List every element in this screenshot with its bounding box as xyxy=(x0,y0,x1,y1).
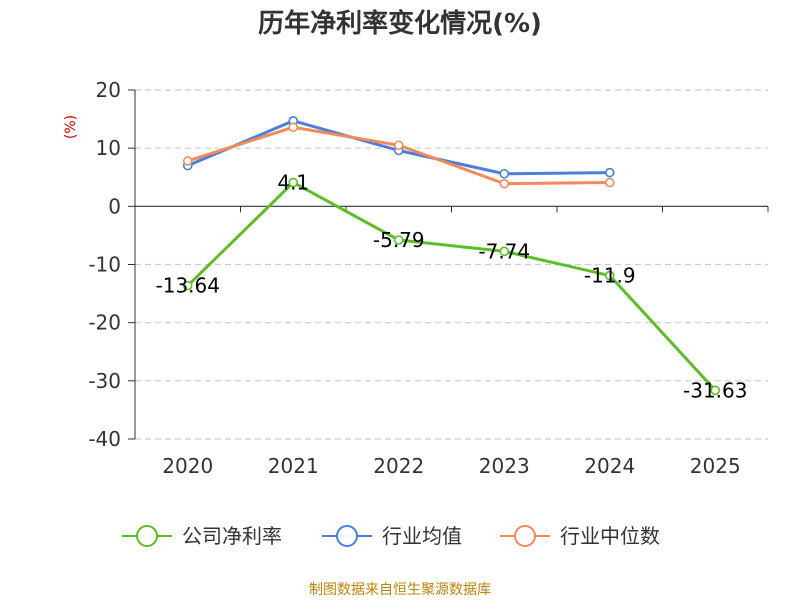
y-tick-label: -30 xyxy=(88,369,121,393)
y-tick-label: -10 xyxy=(88,253,121,277)
gridlines xyxy=(135,89,768,440)
x-axis-ticks: 2020 2021 2022 2023 2024 2025 xyxy=(162,454,740,478)
y-axis-unit: (%) xyxy=(63,115,79,139)
chart-title: 历年净利率变化情况(%) xyxy=(258,8,542,39)
y-tick-label: 20 xyxy=(96,78,121,102)
data-label: -5.79 xyxy=(373,228,425,252)
data-labels: -13.64 4.1 -5.79 -7.74 -11.9 -31.63 xyxy=(156,170,748,402)
data-label: -7.74 xyxy=(478,239,530,263)
y-tick-label: 10 xyxy=(96,136,121,160)
y-tick-label: -20 xyxy=(88,311,121,335)
legend-marker xyxy=(336,525,358,547)
x-tick-label: 2025 xyxy=(690,454,741,478)
legend-label: 行业均值 xyxy=(382,524,462,548)
series-1-point xyxy=(604,167,615,178)
series-1-point xyxy=(499,168,510,179)
x-tick-label: 2020 xyxy=(162,454,213,478)
legend-label: 公司净利率 xyxy=(182,524,282,548)
series-2-point xyxy=(288,122,299,133)
x-tick-label: 2023 xyxy=(479,454,530,478)
source-note: 制图数据来自恒生聚源数据库 xyxy=(309,582,491,598)
series-0-point xyxy=(393,235,404,245)
series-0-point xyxy=(604,270,615,281)
legend-marker xyxy=(514,525,536,547)
y-axis-ticks: 20 10 0 -10 -20 -30 -40 xyxy=(88,78,121,451)
series-2-point xyxy=(393,140,404,151)
data-label: 4.1 xyxy=(277,170,309,194)
legend-label: 行业中位数 xyxy=(560,524,660,548)
y-tick-label: -40 xyxy=(88,427,121,451)
series-2-point xyxy=(182,156,193,166)
series-0-point xyxy=(499,246,510,257)
x-tick-label: 2021 xyxy=(268,454,319,478)
legend-marker xyxy=(136,525,158,547)
series-0-point xyxy=(288,177,299,188)
data-label: -13.64 xyxy=(156,274,220,298)
series-2-point xyxy=(499,178,510,189)
legend-item[interactable]: 行业中位数 xyxy=(500,524,660,548)
series-0-point xyxy=(182,280,193,291)
y-tick-label: 0 xyxy=(108,194,121,218)
series-2-line xyxy=(187,125,610,186)
x-tick-label: 2024 xyxy=(584,454,635,478)
legend-item[interactable]: 行业均值 xyxy=(322,524,462,548)
x-tick-label: 2022 xyxy=(373,454,424,478)
series-0-point xyxy=(710,385,721,396)
legend[interactable]: 公司净利率 行业均值 行业中位数 xyxy=(122,524,660,548)
data-label: -31.63 xyxy=(683,378,747,402)
legend-item[interactable]: 公司净利率 xyxy=(122,524,282,548)
data-label: -11.9 xyxy=(584,264,636,288)
series-0-line xyxy=(186,180,717,392)
series-group xyxy=(182,116,721,396)
series-2-point xyxy=(604,177,615,188)
